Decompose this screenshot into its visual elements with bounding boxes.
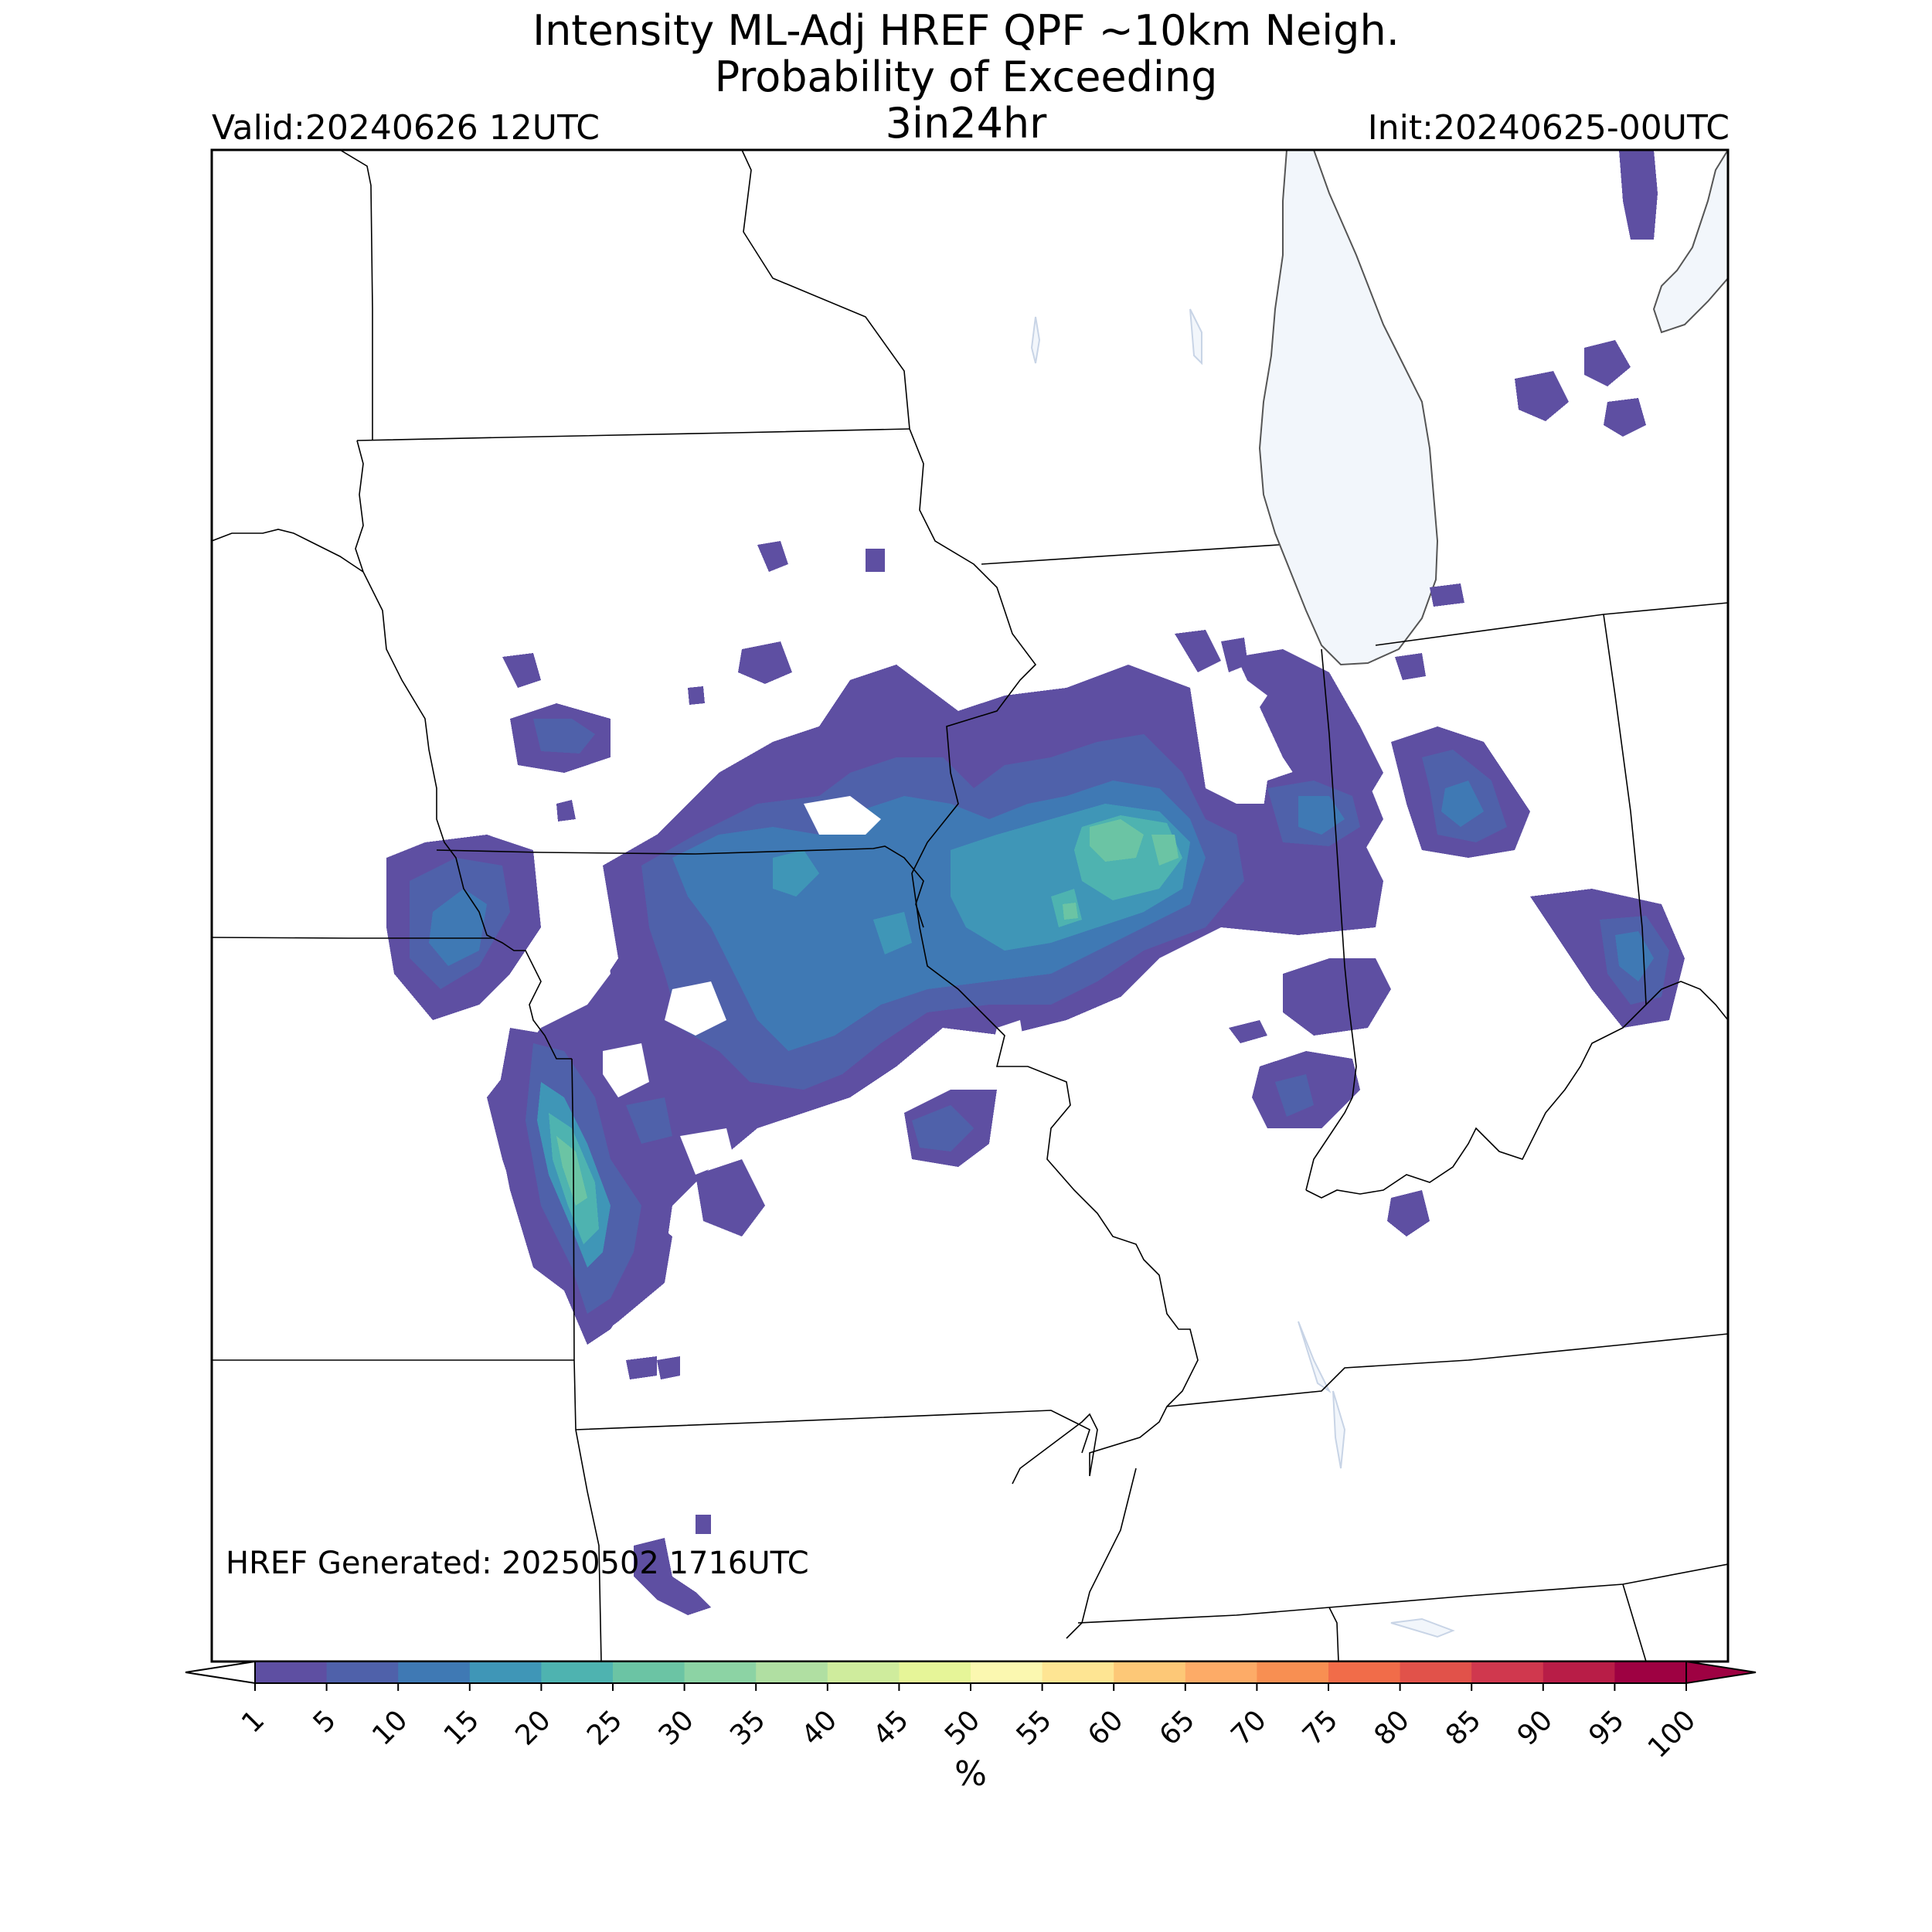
lake-small (1390, 1617, 1455, 1638)
title-line-1: Intensity ML-Adj HREF QPF ~10km Neigh. (532, 6, 1400, 55)
precip-region (688, 686, 705, 705)
colorbar-swatch (1114, 1662, 1186, 1683)
colorbar: 1 5 10 15 20 25 30 35 40 45 50 55 60 65 70 75 80 85 90 95 10… (185, 1660, 1757, 1794)
colorbar-swatch (756, 1662, 828, 1683)
colorbar-swatch (1543, 1662, 1615, 1683)
precip-region (1604, 398, 1646, 437)
precip-region (502, 653, 541, 688)
colorbar-tick-label: 90 (1512, 1704, 1559, 1751)
colorbar-tick-label: 1 (236, 1704, 270, 1739)
colorbar-tick-label: 85 (1440, 1704, 1487, 1751)
colorbar-swatch (326, 1662, 399, 1683)
precip-region (657, 1356, 680, 1379)
colorbar-swatch (827, 1662, 900, 1683)
precip-region (429, 889, 487, 966)
colorbar-unit-label: % (954, 1754, 987, 1794)
colorbar-swatch (899, 1662, 971, 1683)
colorbar-tick-label: 25 (581, 1704, 628, 1751)
colorbar-tick-label: 95 (1583, 1704, 1630, 1751)
precip-region (696, 1515, 711, 1534)
state-boundaries (212, 150, 1728, 1662)
lake-huron (1652, 150, 1728, 334)
precip-region (738, 641, 792, 684)
precip-region (1275, 1074, 1314, 1117)
precip-region (1175, 630, 1221, 672)
precip-region (866, 549, 885, 572)
precip-region (556, 1136, 587, 1206)
precip-region (1229, 1020, 1267, 1043)
colorbar-swatch (469, 1662, 542, 1683)
colorbar-swatch (1042, 1662, 1114, 1683)
precip-region (626, 1356, 657, 1379)
precip-gaps (541, 672, 1267, 1175)
precip-region (618, 916, 653, 939)
precip-region (626, 1097, 672, 1144)
precip-region (1298, 796, 1345, 835)
lake-small (1332, 1390, 1346, 1469)
precip-region (1395, 653, 1426, 680)
precip-region (1619, 150, 1658, 240)
colorbar-tick-label: 100 (1642, 1704, 1702, 1764)
precip-region (912, 1105, 974, 1151)
precip-region (696, 1159, 765, 1236)
precip-region (1441, 781, 1484, 827)
colorbar-swatch (613, 1662, 685, 1683)
colorbar-tick-label: 75 (1297, 1704, 1344, 1751)
colorbar-under-extension (185, 1660, 256, 1685)
precip-region (533, 719, 595, 753)
colorbar-swatch (398, 1662, 471, 1683)
colorbar-tick-label: 15 (438, 1704, 485, 1751)
precip-region (757, 541, 788, 572)
precip-field (386, 150, 1685, 1615)
colorbar-tick-label: 70 (1225, 1704, 1272, 1751)
init-time: Init:20240625-00UTC (1367, 108, 1730, 148)
precip-region (1387, 1190, 1430, 1236)
precip-region (1584, 340, 1631, 386)
colorbar-tick-label: 65 (1154, 1704, 1201, 1751)
colorbar-swatch (1400, 1662, 1472, 1683)
colorbar-tick-label: 55 (1011, 1704, 1058, 1751)
colorbar-tick-label: 80 (1369, 1704, 1416, 1751)
precip-region (1515, 371, 1569, 421)
precip-region (1221, 638, 1248, 672)
colorbar-swatch (1471, 1662, 1544, 1683)
colorbar-tick-label: 5 (308, 1704, 342, 1739)
colorbar-tick-label: 40 (796, 1704, 843, 1751)
colorbar-swatch (1328, 1662, 1401, 1683)
lake-michigan (1258, 150, 1439, 666)
precip-region (556, 800, 576, 821)
colorbar-tick-label: 10 (366, 1704, 413, 1751)
colorbar-over-extension (1685, 1660, 1757, 1685)
title-line-3: 3in24hr (885, 99, 1047, 148)
generated-time: HREF Generated: 20250502 1716UTC (226, 1546, 809, 1581)
colorbar-tick-label: 35 (724, 1704, 771, 1751)
colorbar-swatch (1185, 1662, 1257, 1683)
precip-region (773, 850, 819, 896)
precip-region (1151, 835, 1179, 866)
colorbar-swatch (684, 1662, 757, 1683)
colorbar-swatch (971, 1662, 1043, 1683)
colorbar-swatch (255, 1662, 328, 1683)
precip-region (1063, 903, 1078, 920)
colorbar-tick-label: 60 (1082, 1704, 1129, 1751)
precip-region (1236, 649, 1383, 811)
lake-small (1030, 316, 1041, 364)
colorbar-swatch (1614, 1662, 1687, 1683)
colorbar-tick-label: 30 (653, 1704, 700, 1751)
valid-time: Valid:20240626 12UTC (212, 108, 600, 148)
colorbar-tick-label: 20 (509, 1704, 556, 1751)
title-line-2: Probability of Exceeding (714, 53, 1218, 101)
colorbar-swatch (1257, 1662, 1329, 1683)
lake-small (1189, 308, 1202, 366)
precip-region (634, 1538, 711, 1615)
precip-region (1283, 958, 1391, 1036)
precip-region (873, 912, 912, 954)
colorbar-tick-label: 50 (939, 1704, 986, 1751)
lake-small (1298, 1321, 1332, 1393)
colorbar-tick-label: 45 (867, 1704, 914, 1751)
colorbar-swatch (541, 1662, 614, 1683)
precip-region (1090, 819, 1144, 862)
precip-region (1430, 583, 1464, 607)
